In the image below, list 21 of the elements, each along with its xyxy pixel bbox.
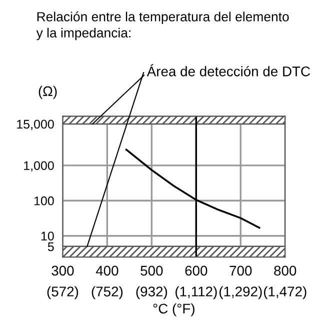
y-tick-label: 10 [41, 232, 54, 241]
x2-tick-label: (752) [92, 286, 123, 300]
x2-tick-label: (1,292) [219, 286, 262, 300]
y-axis-title: (Ω) [38, 86, 57, 99]
x-tick-label: 800 [274, 266, 296, 276]
x-tick-label: 500 [140, 266, 163, 276]
x-tick-label: 300 [52, 266, 74, 276]
chart-title: Relación entre la temperatura del elemento y la impedancia: [36, 12, 289, 40]
x2-tick-label: (572) [47, 286, 78, 300]
x2-tick-label: (932) [136, 286, 168, 300]
y-tick-label: 5 [48, 242, 54, 252]
x-tick-label: 400 [96, 266, 118, 276]
x-tick-label: 700 [230, 266, 252, 276]
x2-tick-label: (1,112) [176, 286, 217, 300]
y-tick-label: 15,000 [17, 120, 54, 130]
y-tick-label: 100 [34, 196, 54, 206]
x2-tick-label: (1,472) [264, 286, 306, 300]
y-tick-label: 1,000 [24, 161, 54, 172]
x-axis-title: °C (°F) [153, 303, 194, 316]
x-tick-label: 600 [185, 266, 208, 276]
annotation: Área de detección de DTC [146, 64, 310, 76]
